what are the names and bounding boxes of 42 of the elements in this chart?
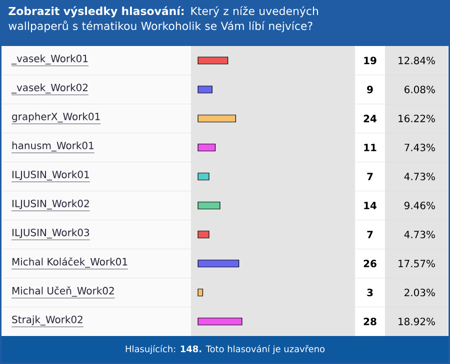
data-label: 28 [364,318,376,326]
bar [198,260,240,268]
data-label: 3 [367,288,373,296]
data-label: 7 [367,230,373,238]
text: 16.22% [398,114,435,122]
y-tick-label: ILJUSIN_Work01 [12,170,89,180]
bar [198,318,242,326]
text: 4.73% [404,172,435,180]
data-label: 11 [364,144,376,152]
data-label: 14 [364,202,376,210]
bar [198,86,212,94]
y-tick-label: _vasek_Work02 [11,84,88,94]
y-tick-label: Michal Koláček_Work01 [12,257,128,268]
data-label: 9 [367,86,373,94]
bar [198,230,210,238]
y-tick-label: ILJUSIN_Work03 [12,228,90,238]
y-tick-label: _vasek_Work01 [11,54,88,64]
text: 7.43% [404,144,435,152]
bar [198,202,220,210]
text: 6.08% [404,86,435,94]
y-tick-label: hanusm_Work01 [12,142,94,152]
data-label: 24 [364,114,376,122]
text: 17.57% [398,260,435,268]
y-tick-label: Strajk_Work02 [12,316,82,326]
data-label: 19 [364,56,376,64]
text: 4.73% [404,230,435,238]
data-label: 26 [364,260,376,268]
bar [198,288,204,296]
chart-title: Zobrazit výsledky hlasování: Který z níže uvedených wallpaperů s tématikou Workoholik se Vám líbí nejvíce? [8,6,318,32]
y-tick-label: Michal Učeň_Work02 [12,286,114,297]
bar [198,114,236,122]
text: Hlasujících: 148. Toto hlasování je uzavřeno [126,344,325,354]
text: 12.84% [398,56,435,64]
bar [198,172,210,180]
bar [198,56,228,64]
text: 18.92% [398,318,435,326]
text: 9.46% [404,202,435,210]
bar [198,144,216,152]
y-tick-label: grapherX_Work01 [12,112,100,122]
y-tick-label: ILJUSIN_Work02 [12,200,89,210]
text: 2.03% [404,288,435,296]
data-label: 7 [367,172,373,180]
